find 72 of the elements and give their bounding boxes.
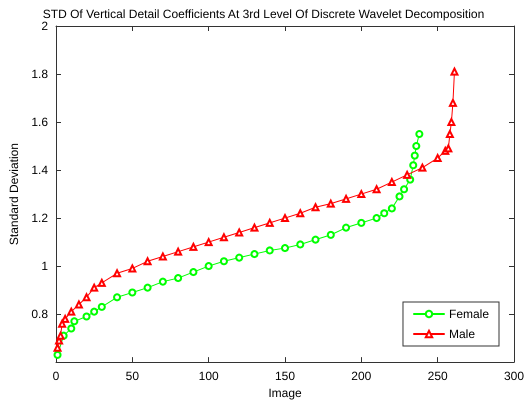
point [174, 274, 182, 282]
point [144, 257, 152, 266]
point [220, 233, 228, 242]
point [380, 209, 388, 218]
point [444, 144, 452, 152]
x-tick-label: 150 [274, 369, 296, 384]
x-axis-title: Image [268, 386, 302, 400]
legend-label: Female [448, 307, 490, 321]
point [82, 312, 91, 320]
point [266, 246, 274, 254]
x-tick-label: 0 [52, 369, 60, 384]
point [342, 194, 350, 203]
x-tick-label: 200 [351, 369, 372, 384]
point [281, 244, 289, 252]
x-tick-label: 250 [428, 369, 448, 384]
point [409, 161, 418, 170]
legend-label: Male [448, 327, 476, 341]
x-tick-label: 100 [198, 369, 219, 384]
y-axis-title: Standard Deviation [7, 143, 21, 246]
point [67, 324, 76, 332]
point [67, 308, 76, 316]
point [90, 284, 98, 292]
point [372, 185, 381, 194]
point [98, 302, 106, 311]
point [70, 317, 78, 326]
point [415, 130, 424, 138]
chart-title: STD Of Vertical Detail Coefficients At 3rd Level Of Discrete Wavelet Decomposition [42, 7, 484, 21]
point [90, 308, 98, 316]
point [204, 262, 213, 270]
point [357, 218, 366, 227]
y-tick-label: 1.6 [31, 115, 48, 130]
point [388, 204, 396, 212]
point [113, 269, 122, 278]
point [296, 209, 304, 218]
point [98, 278, 106, 287]
point [312, 236, 320, 244]
point [235, 228, 244, 236]
point [400, 185, 408, 194]
point [403, 170, 412, 179]
y-tick-label: 0.8 [31, 307, 48, 322]
point [220, 257, 228, 266]
point [235, 254, 244, 262]
y-tick-label: 2 [41, 19, 48, 33]
y-tick-label: 1.2 [31, 211, 48, 226]
point [158, 252, 167, 260]
point [158, 278, 167, 286]
point [412, 142, 420, 150]
point [74, 300, 83, 308]
point [396, 192, 404, 200]
point [128, 288, 136, 296]
y-tick-label: 1 [41, 259, 48, 274]
point [372, 214, 381, 222]
point [296, 240, 304, 248]
point [280, 214, 289, 222]
point [113, 293, 122, 302]
point [82, 293, 91, 302]
x-tick-label: 50 [126, 369, 140, 384]
point [189, 242, 198, 251]
point [312, 203, 320, 212]
point [189, 268, 198, 276]
point [54, 350, 62, 359]
point [448, 98, 457, 107]
point [250, 250, 258, 258]
y-tick-label: 1.4 [31, 163, 48, 178]
point [326, 230, 335, 239]
point [266, 218, 274, 227]
point [342, 224, 350, 232]
point [144, 284, 152, 292]
x-tick-label: 300 [504, 369, 524, 384]
point [128, 264, 136, 272]
y-tick-label: 1.8 [31, 67, 48, 82]
point [410, 152, 419, 160]
